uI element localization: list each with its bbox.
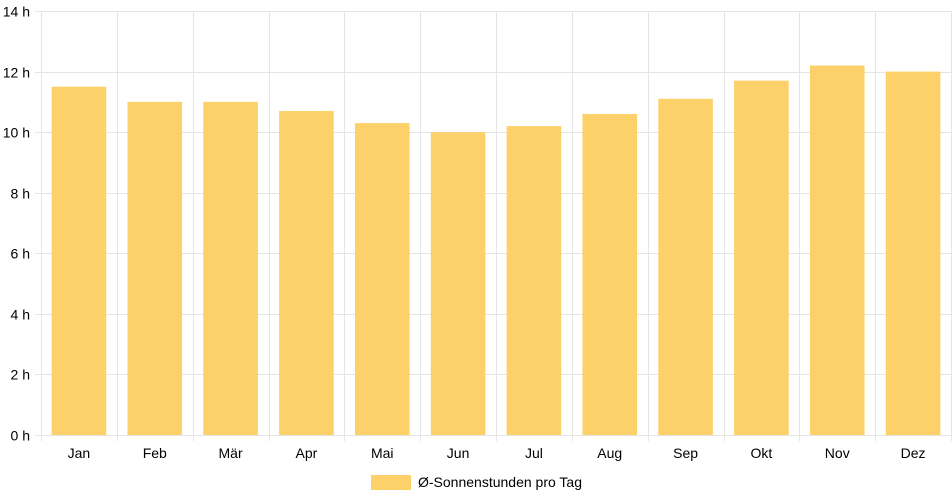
x-tick-label: Jul	[525, 445, 543, 461]
y-tick-label: 2 h	[11, 367, 30, 383]
bar-mai[interactable]	[354, 123, 410, 436]
y-tick-label: 0 h	[11, 428, 30, 444]
legend-swatch	[371, 475, 411, 490]
legend-label: Ø-Sonnenstunden pro Tag	[418, 474, 582, 490]
y-tick-label: 12 h	[3, 65, 30, 81]
y-tick-label: 10 h	[3, 125, 30, 141]
grid	[35, 11, 952, 441]
bar-apr[interactable]	[279, 110, 334, 435]
bar-aug[interactable]	[582, 113, 638, 435]
x-tick-label: Aug	[597, 445, 622, 461]
x-tick-label: Feb	[143, 445, 167, 461]
legend[interactable]: Ø-Sonnenstunden pro Tag	[371, 474, 582, 490]
y-tick-label: 6 h	[11, 246, 30, 262]
x-tick-label: Sep	[673, 445, 698, 461]
bar-okt[interactable]	[734, 80, 789, 436]
bar-jun[interactable]	[430, 132, 486, 435]
y-tick-label: 4 h	[11, 307, 30, 323]
bar-mär[interactable]	[203, 101, 258, 435]
x-tick-label: Jan	[68, 445, 91, 461]
x-tick-label: Mai	[371, 445, 394, 461]
y-tick-label: 14 h	[3, 4, 30, 20]
bar-feb[interactable]	[127, 101, 183, 435]
x-tick-label: Okt	[751, 445, 773, 461]
x-tick-label: Dez	[901, 445, 926, 461]
y-axis-ticks: 0 h 2 h 4 h 6 h 8 h 10 h 12 h 14 h	[3, 4, 30, 444]
bar-jan[interactable]	[51, 86, 107, 435]
bar-sep[interactable]	[658, 98, 713, 435]
bars	[51, 65, 941, 436]
bar-dez[interactable]	[885, 71, 941, 436]
x-tick-label: Jun	[447, 445, 470, 461]
x-tick-label: Apr	[296, 445, 318, 461]
bar-jul[interactable]	[506, 126, 562, 435]
x-tick-label: Nov	[825, 445, 850, 461]
x-tick-label: Mär	[219, 445, 243, 461]
bar-nov[interactable]	[809, 65, 865, 435]
y-tick-label: 8 h	[11, 186, 30, 202]
x-axis-ticks: Jan Feb Mär Apr Mai Jun Jul Aug Sep Okt Nov Dez	[68, 445, 926, 461]
